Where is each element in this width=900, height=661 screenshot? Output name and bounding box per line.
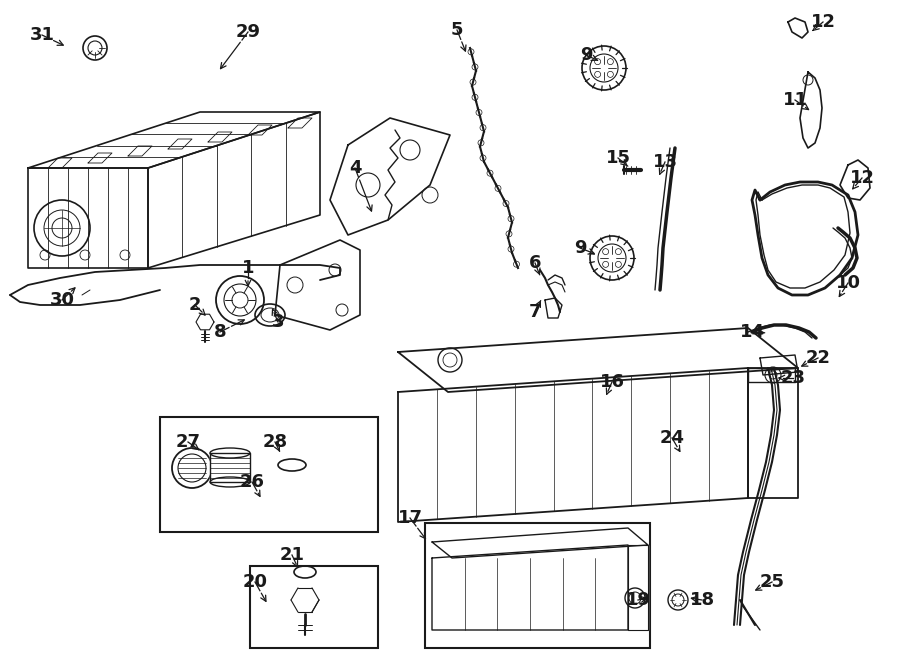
Circle shape: [590, 236, 634, 280]
Circle shape: [172, 448, 212, 488]
Text: 1: 1: [242, 259, 254, 277]
Circle shape: [765, 367, 781, 383]
Text: 3: 3: [272, 313, 284, 331]
Text: 21: 21: [280, 546, 304, 564]
Text: 9: 9: [580, 46, 592, 64]
Text: 24: 24: [660, 429, 685, 447]
Polygon shape: [398, 368, 748, 522]
Text: 22: 22: [806, 349, 831, 367]
Text: 17: 17: [398, 509, 422, 527]
Polygon shape: [275, 240, 360, 330]
Polygon shape: [748, 368, 798, 498]
Bar: [160, 417, 378, 532]
Text: 5: 5: [451, 21, 464, 39]
Text: 9: 9: [574, 239, 586, 257]
Text: 12: 12: [811, 13, 835, 31]
Text: 10: 10: [835, 274, 860, 292]
Circle shape: [582, 46, 626, 90]
Text: 6: 6: [529, 254, 541, 272]
Text: 8: 8: [213, 323, 226, 341]
Text: 29: 29: [236, 23, 260, 41]
Text: 13: 13: [652, 153, 678, 171]
Text: 27: 27: [176, 433, 201, 451]
Circle shape: [34, 200, 90, 256]
Text: 26: 26: [239, 473, 265, 491]
Text: 20: 20: [242, 573, 267, 591]
Polygon shape: [28, 112, 320, 168]
Polygon shape: [210, 453, 250, 482]
Bar: [425, 523, 650, 648]
Text: 12: 12: [850, 169, 875, 187]
Polygon shape: [432, 545, 628, 630]
Polygon shape: [840, 160, 870, 200]
Polygon shape: [628, 545, 648, 630]
Text: 16: 16: [599, 373, 625, 391]
Text: 31: 31: [30, 26, 55, 44]
Text: 25: 25: [760, 573, 785, 591]
Circle shape: [216, 276, 264, 324]
Circle shape: [438, 348, 462, 372]
Circle shape: [625, 588, 645, 608]
Text: 18: 18: [689, 591, 715, 609]
Polygon shape: [800, 72, 822, 148]
Bar: [250, 566, 378, 648]
Polygon shape: [148, 112, 320, 268]
Polygon shape: [330, 118, 450, 235]
Circle shape: [83, 36, 107, 60]
Polygon shape: [748, 368, 795, 382]
Polygon shape: [788, 18, 808, 38]
Polygon shape: [760, 355, 798, 375]
Circle shape: [668, 590, 688, 610]
Text: 14: 14: [740, 323, 764, 341]
Polygon shape: [28, 168, 148, 268]
Text: 7: 7: [529, 303, 541, 321]
Text: 11: 11: [782, 91, 807, 109]
Text: 2: 2: [189, 296, 202, 314]
Text: 19: 19: [626, 591, 651, 609]
Text: 30: 30: [50, 291, 75, 309]
Text: 15: 15: [606, 149, 631, 167]
Text: 28: 28: [263, 433, 288, 451]
Text: 4: 4: [349, 159, 361, 177]
Polygon shape: [398, 328, 798, 392]
Text: 23: 23: [780, 369, 806, 387]
Polygon shape: [432, 528, 648, 558]
